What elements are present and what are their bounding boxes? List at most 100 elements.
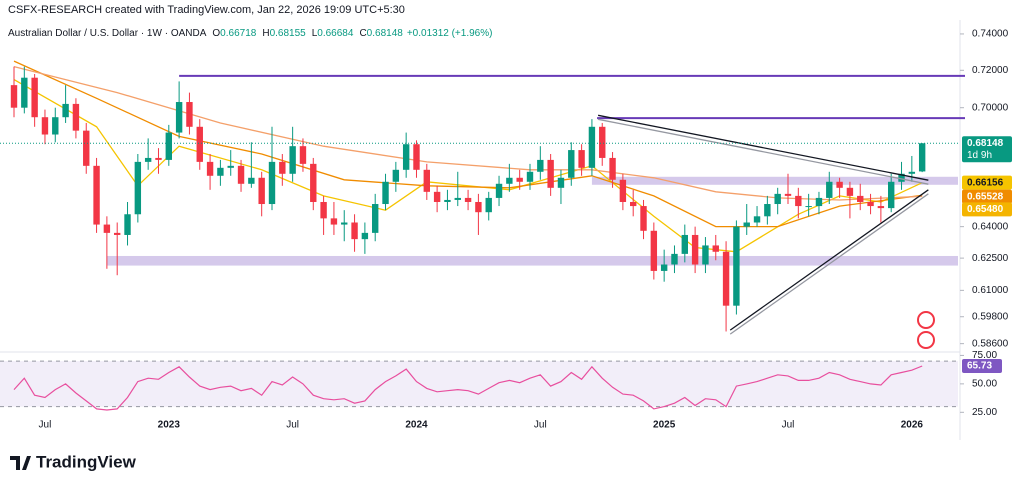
candle-body	[351, 222, 358, 240]
ohlc-value: 0.66718	[220, 28, 257, 39]
candle-body	[898, 173, 905, 182]
symbol-legend: Australian Dollar / U.S. Dollar · 1W · O…	[8, 28, 492, 39]
candle-body	[537, 159, 544, 172]
candle-body	[712, 245, 719, 252]
symbol: Australian Dollar / U.S. Dollar · 1W · O…	[8, 28, 207, 39]
ohlc-key: L	[312, 28, 318, 39]
y-tick-label: 0.61000	[972, 285, 1009, 296]
candle-body	[464, 197, 472, 202]
x-tick-label: 2023	[158, 420, 181, 431]
rsi-tick-label: 25.00	[972, 407, 997, 418]
y-tick-label: 0.72000	[972, 65, 1009, 76]
zone	[591, 176, 958, 185]
change: +0.01312 (+1.96%)	[407, 28, 493, 39]
brand: TradingView	[36, 452, 137, 471]
candle-body	[877, 206, 885, 209]
rsi-value-label: 65.73	[967, 361, 992, 372]
ohlc-key: O	[212, 28, 220, 39]
candle-body	[175, 102, 183, 133]
x-tick-label: 2025	[653, 420, 676, 431]
y-tick-label: 0.74000	[972, 29, 1009, 40]
candle-body	[888, 181, 895, 209]
candle-body	[165, 132, 172, 160]
candle-body	[372, 204, 379, 233]
ohlc-value: 0.68155	[270, 28, 307, 39]
candle-body	[93, 165, 100, 225]
ohlc-key: H	[262, 28, 269, 39]
candle-body	[124, 214, 131, 235]
candle-body	[578, 150, 585, 168]
candle-body	[341, 222, 348, 225]
candle-body	[650, 230, 658, 271]
candle-body	[857, 195, 864, 202]
candle-body	[681, 234, 688, 254]
candle-body	[299, 146, 307, 164]
candle-body	[795, 195, 802, 207]
candle-body	[774, 193, 781, 205]
candle-body	[413, 144, 420, 170]
ohlc: O0.66718 H0.68155 L0.66684 C0.68148	[212, 28, 403, 39]
candle-body	[691, 234, 699, 265]
candle-body	[62, 103, 69, 118]
candle-body	[103, 224, 111, 233]
candle-body	[268, 161, 276, 205]
candle-body	[918, 143, 926, 172]
candle-body	[475, 201, 482, 213]
x-tick-label: 2024	[405, 420, 428, 431]
x-tick-label: Jul	[534, 420, 547, 431]
candle-body	[867, 201, 874, 207]
price-label-box	[962, 136, 1012, 163]
rsi-band	[0, 361, 958, 407]
candle-body	[764, 204, 771, 217]
candle-body	[237, 165, 245, 184]
logo-mark	[10, 456, 31, 470]
candle-body	[671, 253, 678, 265]
event-icon	[917, 311, 935, 329]
y-tick-label: 0.62500	[972, 253, 1009, 264]
zone	[106, 255, 958, 266]
candle-body	[289, 146, 296, 174]
price-label: 0.68148	[967, 138, 1004, 149]
candle-body	[52, 117, 59, 135]
candle-body	[83, 130, 90, 166]
candle-body	[444, 199, 451, 202]
candle-body	[206, 161, 214, 176]
candle-body	[186, 102, 193, 127]
rsi-line	[13, 365, 923, 411]
x-tick-label: 2026	[901, 420, 924, 431]
candle-body	[31, 77, 38, 118]
candle-body	[196, 126, 203, 162]
y-tick-label: 0.64000	[972, 221, 1009, 232]
candle-body	[846, 187, 854, 196]
ohlc-value: 0.68148	[367, 28, 404, 39]
price-label: 0.66156	[967, 177, 1004, 188]
candle-body	[660, 264, 668, 271]
candle-body	[568, 150, 575, 178]
trendline	[729, 193, 929, 335]
ohlc-value: 0.66684	[317, 28, 354, 39]
candle-body	[10, 85, 18, 108]
candle-body	[547, 159, 554, 188]
candle-body	[516, 177, 523, 182]
candle-body	[361, 232, 369, 240]
candle-body	[743, 222, 750, 227]
candle-body	[320, 201, 327, 219]
rsi-tick-label: 75.00	[972, 350, 997, 361]
x-tick-label: Jul	[782, 420, 795, 431]
chart-title: CSFX-RESEARCH created with TradingView.c…	[8, 4, 405, 16]
event-icon	[917, 331, 935, 349]
candle-body	[722, 251, 730, 306]
candle-body	[217, 167, 224, 176]
candle-body	[72, 103, 80, 131]
candle-body	[258, 177, 265, 205]
candle-body	[402, 144, 410, 170]
candle-body	[433, 191, 441, 202]
candle-body	[702, 245, 709, 265]
trendline	[597, 118, 929, 185]
candle-body	[619, 179, 627, 202]
candle-body	[588, 126, 596, 168]
candle-body	[506, 177, 513, 184]
candle-body	[815, 197, 823, 207]
y-tick-label: 0.59800	[972, 311, 1009, 322]
